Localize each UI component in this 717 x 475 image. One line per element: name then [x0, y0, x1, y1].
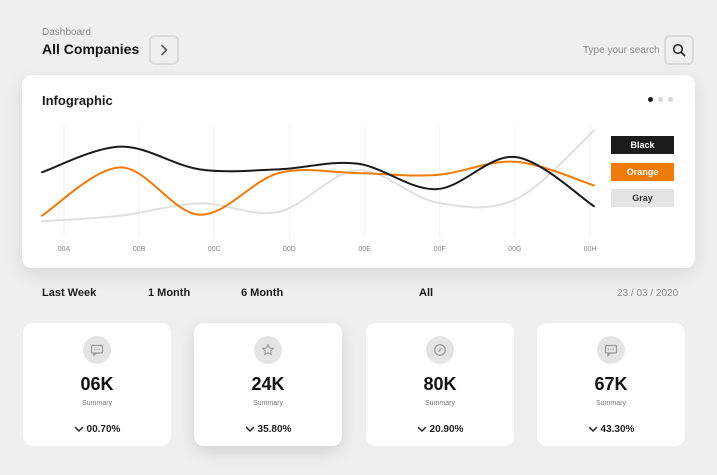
stat-card[interactable]: 80K Summary 20.90%	[366, 323, 514, 446]
breadcrumb: Dashboard	[42, 27, 91, 38]
stat-change: 20.90%	[366, 424, 514, 435]
legend-label: Black	[630, 140, 655, 150]
stat-card[interactable]: 06K Summary 00.70%	[23, 323, 171, 446]
stat-value: 06K	[80, 374, 114, 394]
chart-title: Infographic	[42, 93, 113, 108]
x-tick-label: 00C	[208, 246, 221, 253]
star-icon	[254, 336, 282, 364]
search-input[interactable]: Type your search	[583, 45, 660, 56]
chevron-right-icon	[161, 44, 168, 56]
x-tick-label: 00B	[133, 246, 146, 253]
next-button[interactable]	[149, 35, 179, 65]
x-tick-label: 00A	[58, 246, 71, 253]
infographic-card: Infographic 00A 00B 00C 00D 00E 00F 00G 00H Bla…	[22, 75, 695, 268]
carousel-dots	[648, 97, 673, 102]
series-line-gray	[41, 129, 595, 223]
stat-change-value: 43.30%	[600, 424, 635, 435]
legend-label: Gray	[632, 193, 653, 203]
legend-orange[interactable]: Orange	[611, 163, 674, 181]
search-button[interactable]	[664, 35, 694, 65]
x-tick-label: 00E	[358, 246, 371, 253]
search-icon	[672, 43, 686, 57]
stat-value: 24K	[251, 374, 285, 394]
x-tick-label: 00H	[584, 246, 597, 253]
page-title: All Companies	[42, 41, 140, 57]
stat-label: Summary	[425, 400, 455, 407]
stat-card[interactable]: 67K Summary 43.30%	[537, 323, 685, 446]
carousel-dot-2[interactable]	[658, 97, 663, 102]
stat-value: 80K	[423, 374, 457, 394]
line-chart: 00A 00B 00C 00D 00E 00F 00G 00H	[41, 125, 597, 253]
chat-icon	[597, 336, 625, 364]
stat-label: Summary	[596, 400, 626, 407]
filter-6-month[interactable]: 6 Month	[241, 287, 284, 299]
carousel-dot-3[interactable]	[668, 97, 673, 102]
stat-change-value: 35.80%	[257, 424, 292, 435]
stat-change: 35.80%	[194, 424, 342, 435]
filter-1-month[interactable]: 1 Month	[148, 287, 191, 299]
stat-label: Summary	[82, 400, 112, 407]
filter-last-week[interactable]: Last Week	[42, 287, 97, 299]
x-tick-label: 00G	[508, 246, 521, 253]
chat-icon	[83, 336, 111, 364]
stat-value: 67K	[594, 374, 628, 394]
compass-icon	[426, 336, 454, 364]
filter-all[interactable]: All	[419, 287, 434, 299]
stat-change-value: 20.90%	[429, 424, 464, 435]
legend-black[interactable]: Black	[611, 136, 674, 154]
legend-label: Orange	[626, 167, 659, 177]
stat-label: Summary	[253, 400, 283, 407]
stat-change: 43.30%	[537, 424, 685, 435]
x-tick-label: 00D	[283, 246, 296, 253]
stat-card[interactable]: 24K Summary 35.80%	[194, 323, 342, 446]
legend-gray[interactable]: Gray	[611, 189, 674, 207]
series-line-orange	[41, 160, 595, 217]
x-tick-label: 00F	[434, 246, 446, 253]
carousel-dot-1[interactable]	[648, 97, 653, 102]
stat-change-value: 00.70%	[86, 424, 121, 435]
chevron-down-icon	[588, 426, 597, 432]
chevron-down-icon	[417, 426, 426, 432]
stat-change: 00.70%	[23, 424, 171, 435]
series-line-black	[41, 145, 595, 208]
chevron-down-icon	[74, 426, 83, 432]
date-label: 23 / 03 / 2020	[617, 288, 679, 299]
chevron-down-icon	[245, 426, 254, 432]
